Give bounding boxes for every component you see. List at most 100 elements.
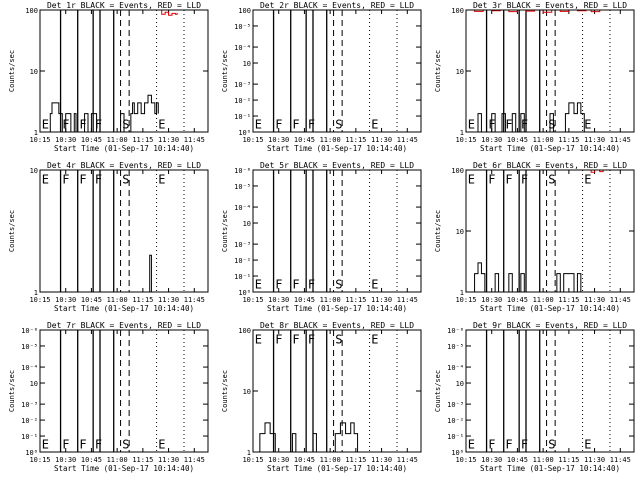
x-tick-label: 10:30 — [55, 136, 76, 144]
x-tick-label: 11:15 — [558, 296, 579, 304]
y-tick-label: 10⁻¹ — [21, 433, 38, 441]
flag-marker: E — [371, 117, 378, 131]
x-axis-label: Start Time (01-Sep-17 10:14:40) — [480, 144, 620, 153]
x-tick-label: 10:45 — [81, 296, 102, 304]
x-tick-label: 11:30 — [584, 296, 605, 304]
detector-panel: Det 2r BLACK = Events, RED = LLD Counts/s… — [221, 1, 422, 153]
flag-marker: E — [158, 437, 165, 451]
y-tick-label: 1 — [460, 289, 464, 297]
y-tick-label: 10⁻³ — [447, 401, 464, 409]
x-tick-label: 11:30 — [371, 136, 392, 144]
x-tick-label: 11:45 — [397, 296, 418, 304]
flag-marker: F — [308, 117, 315, 131]
flag-marker: F — [488, 117, 495, 131]
x-tick-label: 10:30 — [55, 456, 76, 464]
flag-marker: E — [158, 117, 165, 131]
x-tick-label: 10:15 — [242, 456, 263, 464]
flag-marker: E — [255, 277, 262, 291]
x-axis-label: Start Time (01-Sep-17 10:14:40) — [54, 144, 194, 153]
y-tick-label: 100 — [451, 167, 464, 175]
flag-marker: F — [95, 437, 102, 451]
flag-marker: F — [292, 277, 299, 291]
flag-marker: S — [122, 117, 129, 131]
x-tick-label: 11:30 — [584, 136, 605, 144]
y-tick-label: 10 — [456, 380, 464, 388]
flag-marker: F — [488, 437, 495, 451]
y-tick-label: 10⁰ — [238, 289, 251, 297]
plot-frame — [465, 9, 635, 133]
y-axis-label: Counts/sec — [434, 370, 442, 412]
x-tick-label: 11:45 — [397, 136, 418, 144]
x-tick-label: 11:00 — [107, 296, 128, 304]
x-tick-label: 11:15 — [345, 456, 366, 464]
panel-title: Det 7r BLACK = Events, RED = LLD — [47, 321, 201, 330]
flag-marker: E — [584, 117, 591, 131]
y-tick-label: 10⁻⁴ — [234, 204, 251, 212]
y-tick-label: 10⁻¹ — [234, 113, 251, 121]
panel-title: Det 3r BLACK = Events, RED = LLD — [473, 1, 627, 10]
x-tick-label: 10:15 — [455, 136, 476, 144]
x-tick-label: 10:30 — [481, 296, 502, 304]
flag-marker: F — [79, 173, 86, 187]
y-tick-label: 10⁻² — [234, 257, 251, 265]
y-axis-label: Counts/sec — [434, 50, 442, 92]
x-tick-label: 11:15 — [558, 136, 579, 144]
flag-marker: F — [62, 117, 69, 131]
x-tick-label: 10:15 — [455, 456, 476, 464]
flag-marker: F — [292, 117, 299, 131]
x-axis-label: Start Time (01-Sep-17 10:14:40) — [267, 464, 407, 473]
y-tick-label: 10 — [30, 167, 38, 175]
flag-marker: E — [468, 173, 475, 187]
x-tick-label: 11:30 — [158, 456, 179, 464]
y-tick-label: 100 — [451, 7, 464, 15]
panel-title: Det 4r BLACK = Events, RED = LLD — [47, 161, 201, 170]
x-tick-label: 10:30 — [268, 296, 289, 304]
x-tick-label: 10:30 — [268, 136, 289, 144]
flag-marker: F — [275, 333, 282, 347]
flag-marker: F — [521, 173, 528, 187]
y-axis-label: Counts/sec — [221, 50, 229, 92]
x-tick-label: 10:15 — [242, 296, 263, 304]
flag-marker: F — [62, 173, 69, 187]
flag-marker: S — [548, 437, 555, 451]
x-axis-label: Start Time (01-Sep-17 10:14:40) — [54, 304, 194, 313]
detector-panel: Det 4r BLACK = Events, RED = LLD Counts/s… — [8, 161, 209, 313]
y-tick-label: 10⁰ — [238, 129, 251, 137]
x-tick-label: 11:15 — [132, 296, 153, 304]
flag-marker: F — [275, 277, 282, 291]
flag-marker: F — [79, 437, 86, 451]
y-tick-label: 10⁻⁶ — [21, 327, 38, 335]
flag-marker: F — [505, 173, 512, 187]
flag-marker: E — [158, 173, 165, 187]
y-tick-label: 10⁻³ — [234, 81, 251, 89]
x-tick-label: 11:00 — [533, 456, 554, 464]
plot-frame — [39, 9, 209, 133]
y-tick-label: 1 — [247, 449, 251, 457]
panel-title: Det 5r BLACK = Events, RED = LLD — [260, 161, 414, 170]
flag-marker: S — [122, 173, 129, 187]
x-tick-label: 11:30 — [371, 456, 392, 464]
x-tick-label: 10:30 — [55, 296, 76, 304]
flag-marker: S — [335, 333, 342, 347]
plot-frame — [39, 329, 209, 453]
flag-marker: F — [521, 437, 528, 451]
x-tick-label: 11:15 — [132, 136, 153, 144]
x-tick-label: 10:45 — [507, 296, 528, 304]
x-tick-label: 11:45 — [184, 136, 205, 144]
x-tick-label: 11:15 — [345, 296, 366, 304]
rate-series — [466, 262, 582, 293]
y-tick-label: 10⁻⁴ — [447, 364, 464, 372]
flag-marker: E — [584, 437, 591, 451]
plot-frame — [252, 9, 422, 133]
x-tick-label: 11:45 — [184, 456, 205, 464]
flag-marker: F — [79, 117, 86, 131]
y-tick-label: 10⁻⁴ — [234, 44, 251, 52]
y-tick-label: 10⁻⁴ — [21, 364, 38, 372]
flag-marker: S — [122, 437, 129, 451]
y-tick-label: 10⁻⁶ — [234, 167, 251, 175]
x-tick-label: 11:45 — [184, 296, 205, 304]
x-tick-label: 11:30 — [158, 296, 179, 304]
rate-series — [466, 102, 585, 133]
x-tick-label: 11:30 — [584, 456, 605, 464]
